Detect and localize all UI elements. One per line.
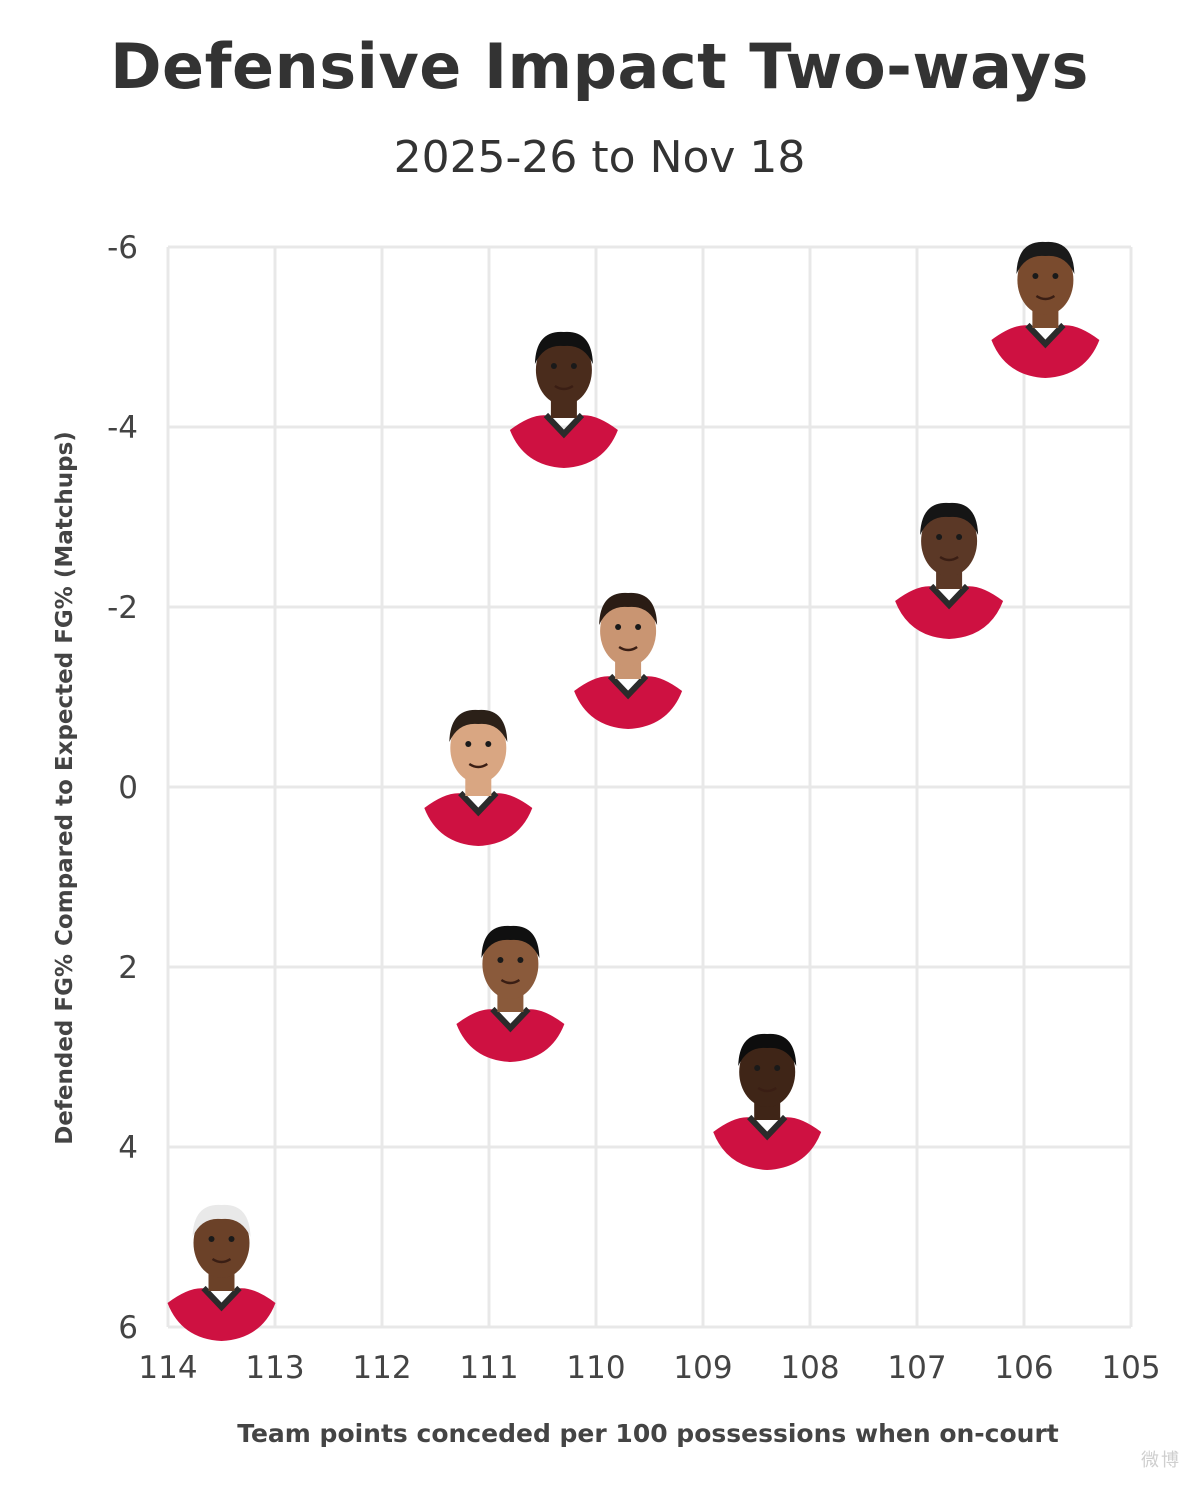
y-tick-label: 6 [118, 1310, 138, 1346]
hair-shape [920, 502, 979, 535]
data-point-player-headshot [713, 1033, 822, 1170]
data-point-player-headshot [456, 925, 565, 1062]
data-point-player-headshot [424, 709, 533, 846]
head-shape [482, 929, 539, 999]
eye-shape [635, 624, 642, 630]
jersey-shape [574, 676, 683, 729]
chart-subtitle: 2025-26 to Nov 18 [393, 132, 806, 183]
x-tick-label: 109 [673, 1350, 732, 1386]
watermark: 微博 [1141, 1450, 1181, 1471]
data-points [167, 241, 1100, 1341]
hair-shape [534, 331, 593, 364]
jersey-collar [607, 673, 649, 700]
grid-lines [166, 245, 1133, 1329]
mouth-shape [757, 1086, 777, 1093]
eye-shape [936, 534, 943, 540]
y-axis-tick-labels: -6 -4 -2 0 2 4 6 [107, 230, 138, 1346]
hair-shape [738, 1033, 797, 1066]
jersey-shape [456, 1009, 565, 1062]
eye-shape [570, 363, 577, 369]
jersey-shape [424, 793, 533, 846]
eye-shape [1032, 273, 1039, 279]
eye-shape [615, 624, 622, 630]
eye-shape [754, 1065, 761, 1071]
y-tick-label: 2 [118, 950, 138, 986]
jersey-collar [543, 412, 585, 439]
x-tick-label: 105 [1101, 1350, 1160, 1386]
head-shape [739, 1037, 796, 1107]
hair-shape [481, 925, 540, 958]
x-tick-label: 106 [994, 1350, 1053, 1386]
jersey-collar [458, 790, 499, 817]
head-shape [1017, 245, 1074, 315]
jersey-collar [201, 1285, 242, 1312]
y-tick-label: -2 [107, 590, 138, 626]
head-shape [600, 596, 657, 666]
y-tick-label: 0 [118, 770, 138, 806]
data-point-player-headshot [991, 241, 1100, 378]
hair-shape [449, 709, 508, 742]
data-point-player-headshot [574, 592, 683, 729]
jersey-collar [1025, 322, 1066, 349]
jersey-collar [747, 1114, 788, 1141]
eye-shape [774, 1065, 781, 1071]
x-tick-label: 108 [780, 1350, 839, 1386]
eye-shape [956, 534, 963, 540]
data-point-player-headshot [509, 331, 618, 468]
y-tick-label: -6 [107, 230, 138, 266]
eye-shape [228, 1236, 235, 1242]
hair-shape [1016, 241, 1075, 274]
mouth-shape [939, 555, 959, 562]
eye-shape [497, 957, 504, 963]
jersey-collar [490, 1006, 531, 1033]
jersey-shape [167, 1288, 276, 1341]
data-point-player-headshot [167, 1204, 276, 1341]
jersey-collar [928, 583, 970, 610]
eye-shape [550, 363, 557, 369]
eye-shape [485, 741, 492, 747]
jersey-shape [713, 1117, 822, 1170]
x-tick-label: 113 [245, 1350, 304, 1386]
mouth-shape [211, 1257, 232, 1264]
mouth-shape [468, 762, 488, 769]
mouth-shape [618, 645, 638, 652]
head-shape [450, 713, 507, 783]
chart-title: Defensive Impact Two-ways [110, 30, 1089, 103]
eye-shape [208, 1236, 215, 1242]
hair-shape [599, 592, 658, 625]
x-tick-label: 107 [887, 1350, 946, 1386]
x-tick-label: 112 [352, 1350, 411, 1386]
x-tick-label: 114 [138, 1350, 197, 1386]
x-tick-label: 110 [566, 1350, 625, 1386]
eye-shape [1052, 273, 1059, 279]
x-tick-label: 111 [459, 1350, 518, 1386]
hair-shape [192, 1204, 251, 1237]
jersey-shape [991, 325, 1100, 378]
eye-shape [517, 957, 524, 963]
mouth-shape [1035, 294, 1056, 301]
eye-shape [465, 741, 472, 747]
head-shape [535, 335, 592, 405]
head-shape [193, 1208, 250, 1278]
jersey-shape [895, 586, 1004, 639]
x-axis-label: Team points conceded per 100 possessions… [237, 1419, 1059, 1448]
mouth-shape [554, 384, 574, 391]
x-axis-tick-labels: 114 113 112 111 110 109 108 107 106 105 [138, 1350, 1160, 1386]
y-axis-label: Defended FG% Compared to Expected FG% (M… [52, 431, 78, 1145]
head-shape [921, 506, 978, 576]
data-point-player-headshot [895, 502, 1004, 639]
y-tick-label: -4 [107, 410, 138, 446]
y-tick-label: 4 [118, 1130, 138, 1166]
jersey-shape [509, 415, 618, 468]
mouth-shape [500, 978, 521, 985]
